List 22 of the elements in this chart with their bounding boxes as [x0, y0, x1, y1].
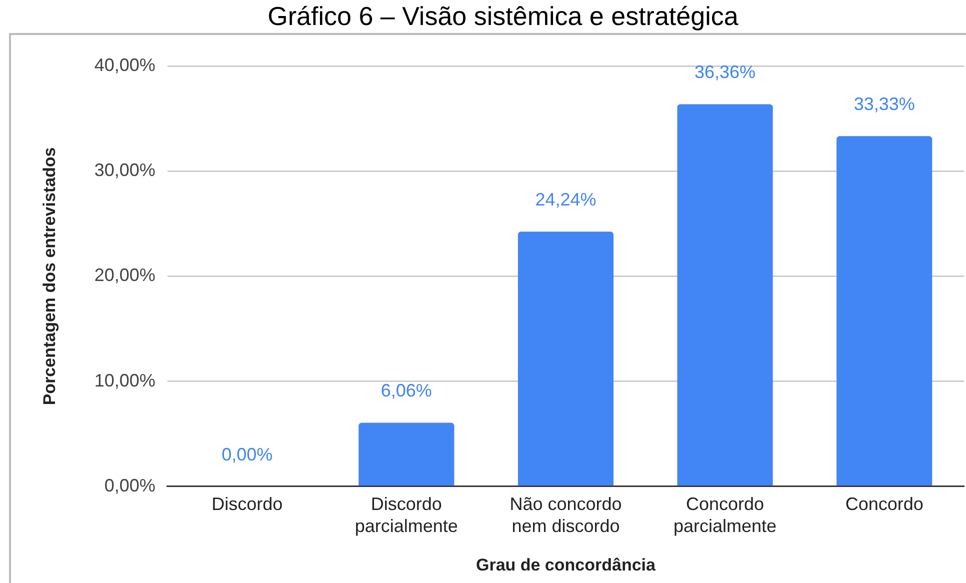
data-label: 24,24%: [535, 190, 596, 210]
y-axis-title: Porcentagem dos entrevistados: [40, 147, 59, 406]
y-tick-label: 10,00%: [94, 370, 156, 390]
chart-title: Gráfico 6 – Visão sistêmica e estratégica: [268, 1, 738, 31]
x-tick-label: Concordo parcialmente: [674, 494, 777, 536]
y-tick-label: 40,00%: [94, 54, 156, 75]
x-axis-title: Grau de concordância: [476, 555, 656, 574]
x-tick-label: Discordo parcialmente: [354, 494, 458, 536]
data-label: 0,00%: [222, 444, 273, 464]
y-tick-label: 30,00%: [94, 160, 156, 180]
data-label: 33,33%: [854, 94, 915, 114]
bar: [836, 136, 932, 486]
y-tick-label: 0,00%: [104, 475, 156, 496]
data-label: 6,06%: [380, 380, 432, 401]
x-tick-label: Discordo: [212, 494, 283, 514]
bar: [358, 422, 454, 486]
x-tick-label: Não concordo nem discordo: [510, 494, 622, 536]
bar: [677, 104, 773, 486]
bar: [518, 232, 614, 486]
y-tick-label: 20,00%: [94, 265, 156, 286]
data-label: 36,36%: [694, 62, 756, 82]
x-tick-label: Concordo: [845, 494, 924, 514]
